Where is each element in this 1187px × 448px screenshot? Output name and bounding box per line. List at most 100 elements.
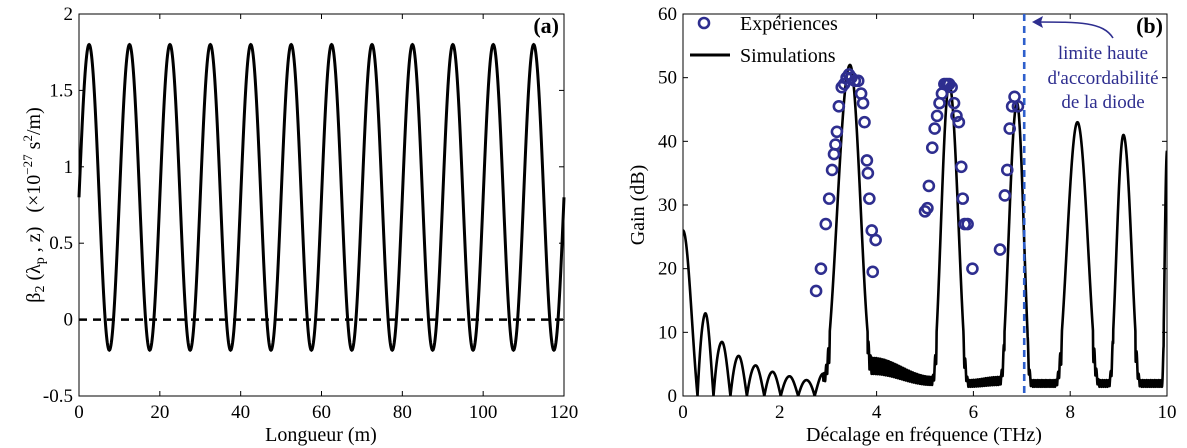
chart-b-clip-group — [683, 14, 1167, 396]
chart-a-x-ticks: 0 20 40 60 80 100 120 — [74, 14, 578, 423]
chart-b-x-tick-label: 6 — [969, 402, 979, 423]
experiment-point — [866, 265, 880, 279]
chart-b-y-tick-label: 10 — [658, 322, 677, 343]
tuning-limit-annotation: limite haute d'accordabilité de la diode — [1032, 16, 1159, 113]
chart-b-y-ticks: 0 10 20 30 40 50 60 — [658, 4, 1167, 407]
experiment-point — [930, 109, 944, 123]
chart-a-y-tick-label: -0.5 — [43, 386, 73, 407]
experiment-point — [860, 154, 874, 167]
chart-b-y-tick-label: 30 — [658, 195, 677, 216]
chart-a-x-tick-label: 80 — [393, 402, 412, 423]
chart-a-x-tick-label: 0 — [74, 402, 84, 423]
chart-a-plot-area — [77, 42, 566, 353]
experiment-point — [922, 179, 936, 193]
experiment-point — [921, 201, 934, 215]
experiment-point — [814, 262, 828, 275]
ylabel-beta: β — [23, 293, 45, 303]
chart-b-plot-area — [683, 14, 1167, 396]
experiment-point — [830, 125, 844, 139]
legend: Expériences Simulations — [690, 13, 838, 67]
experiment-point — [825, 163, 839, 177]
chart-b-y-tick-label: 50 — [658, 68, 677, 89]
experiment-point — [945, 80, 958, 94]
chart-a-panel-label: (a) — [533, 13, 559, 38]
chart-b-y-axis-label: Gain (dB) — [627, 165, 649, 246]
chart-b-y-tick-label: 0 — [668, 386, 678, 407]
chart-b-x-axis-label: Décalage en fréquence (THz) — [806, 424, 1042, 446]
annotation-line-1: limite haute — [1058, 43, 1148, 64]
chart-b-x-tick-label: 4 — [872, 402, 882, 423]
ylabel-unit-mid: s — [23, 141, 45, 154]
chart-a-y-tick-label: 1 — [64, 157, 74, 178]
experiment-point — [837, 77, 851, 91]
annotation-line-3: de la diode — [1061, 92, 1144, 113]
chart-a-x-tick-label: 20 — [150, 402, 169, 423]
experiment-point — [1011, 100, 1025, 113]
experiment-point — [822, 192, 836, 205]
series-simulations-line — [683, 63, 1167, 396]
experiment-point — [966, 262, 979, 275]
series-beta2-line — [77, 42, 566, 353]
experiment-point — [845, 71, 858, 84]
chart-a-x-axis-label: Longueur (m) — [265, 424, 377, 446]
experiment-point — [861, 166, 875, 180]
experiment-point — [925, 141, 939, 154]
annotation-arrowhead — [1032, 16, 1043, 28]
experiment-point — [851, 74, 865, 88]
chart-a-y-axis-label: β2 (λp , z)(×10−27 s2/m) — [20, 107, 48, 302]
chart-a-x-tick-label: 120 — [550, 402, 579, 423]
experiment-point — [998, 189, 1012, 202]
ylabel-unit-pre: (×10 — [23, 175, 45, 213]
experiment-point — [928, 122, 941, 135]
experiment-point — [819, 217, 833, 231]
experiment-point — [993, 243, 1007, 256]
experiment-point — [1003, 122, 1017, 135]
chart-b-x-tick-label: 8 — [1065, 402, 1075, 423]
chart-a-x-tick-label: 100 — [469, 402, 498, 423]
chart-b-y-tick-label: 20 — [658, 259, 677, 280]
ylabel-args-end: , z) — [23, 227, 45, 258]
chart-a-y-tick-label: 2 — [64, 4, 74, 25]
legend-label-experiences: Expériences — [740, 13, 838, 35]
ylabel-args-sub: p — [33, 257, 48, 264]
legend-label-simulations: Simulations — [740, 45, 836, 67]
chart-b-x-tick-label: 10 — [1158, 402, 1177, 423]
experiment-point — [950, 109, 963, 123]
chart-b-x-tick-label: 2 — [775, 402, 785, 423]
ylabel-beta-sub: 2 — [33, 286, 48, 293]
chart-a-x-tick-label: 40 — [231, 402, 250, 423]
chart-b-panel-label: (b) — [1136, 13, 1163, 38]
chart-a-y-tick-label: 0 — [64, 310, 74, 331]
experiment-point — [952, 115, 966, 129]
legend-marker-experiences — [697, 16, 711, 30]
annotation-arrow — [1035, 21, 1114, 39]
experiment-point — [947, 96, 961, 110]
experiment-point — [863, 192, 876, 205]
ylabel-args: (λ — [23, 264, 45, 286]
chart-a-y-ticks: -0.5 0 0.5 1 1.5 2 — [43, 4, 564, 407]
chart-b: 0 2 4 6 8 10 0 10 20 30 40 50 60 (b) Décalage en fr… — [627, 4, 1177, 446]
experiment-point — [869, 233, 882, 247]
ylabel-unit-end: /m) — [23, 107, 45, 135]
experiment-point — [1000, 163, 1014, 177]
chart-b-y-tick-label: 40 — [658, 131, 677, 152]
experiment-point — [832, 100, 846, 113]
experiment-point — [961, 217, 974, 231]
annotation-line-2: d'accordabilité — [1047, 68, 1158, 89]
chart-b-x-tick-label: 0 — [678, 402, 688, 423]
chart-a: 0 20 40 60 80 100 120 -0.500.511.52 (a) Longue… — [20, 4, 578, 446]
chart-b-y-tick-label: 60 — [658, 4, 677, 25]
experiment-point — [809, 284, 823, 298]
experiment-point — [856, 96, 870, 110]
experiment-point — [858, 115, 871, 129]
chart-a-x-tick-label: 60 — [312, 402, 331, 423]
ylabel-unit-exp2: 2 — [20, 135, 35, 142]
experiment-point — [954, 160, 968, 174]
ylabel-unit-exp: −27 — [20, 154, 35, 175]
experiment-point — [956, 192, 970, 205]
chart-a-y-tick-label: 0.5 — [49, 233, 73, 254]
chart-a-y-tick-label: 1.5 — [49, 80, 73, 101]
experiment-point — [829, 138, 842, 151]
chart-b-x-ticks: 0 2 4 6 8 10 — [678, 14, 1177, 423]
